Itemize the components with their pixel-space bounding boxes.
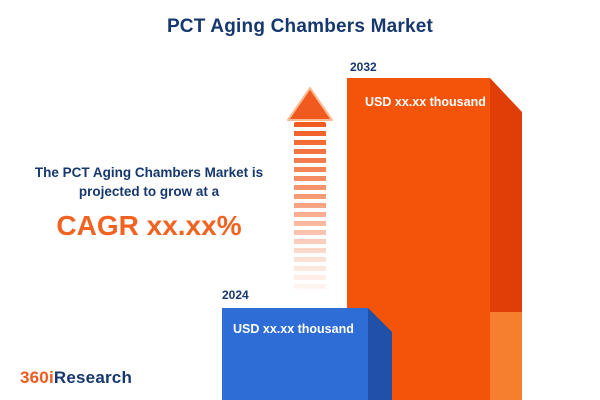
bar-2024-side bbox=[368, 308, 392, 400]
brand-logo-suffix: Research bbox=[53, 368, 133, 387]
annotation-line1: The PCT Aging Chambers Market is bbox=[34, 165, 264, 180]
bar-label-2024: 2024 bbox=[222, 288, 249, 302]
cagr-value: CAGR xx.xx% bbox=[56, 209, 242, 241]
brand-logo: 360iResearch bbox=[20, 368, 132, 388]
growth-annotation: The PCT Aging Chambers Market is project… bbox=[6, 164, 292, 242]
up-arrow-icon bbox=[287, 87, 333, 121]
bar-value-2024: USD xx.xx thousand bbox=[233, 322, 354, 336]
bar-2032-side-lower bbox=[490, 312, 522, 400]
page-title: PCT Aging Chambers Market bbox=[166, 16, 434, 37]
annotation-line2: projected to grow at a bbox=[78, 183, 220, 199]
brand-logo-prefix: 360i bbox=[20, 368, 54, 387]
annotation-text: The PCT Aging Chambers Market is project… bbox=[6, 164, 292, 202]
up-arrow-shaft bbox=[294, 122, 326, 290]
bar-value-2032: USD xx.xx thousand bbox=[365, 95, 486, 109]
bar-2024-front bbox=[222, 308, 368, 400]
bar-label-2032: 2032 bbox=[350, 60, 377, 74]
